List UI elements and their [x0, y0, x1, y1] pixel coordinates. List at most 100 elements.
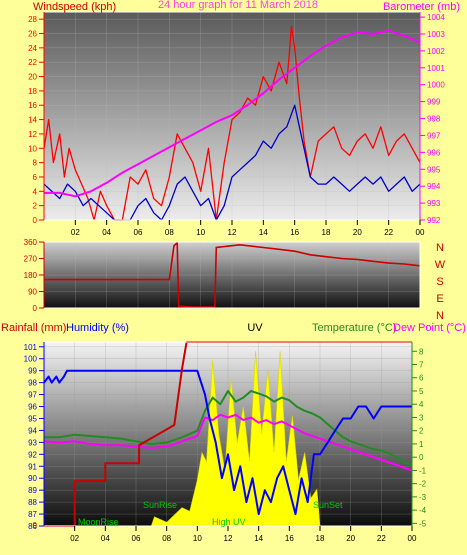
- y2-tick-label: -3: [419, 493, 427, 502]
- y-tick-label: 89: [28, 486, 37, 495]
- y-tick-label: 360: [24, 238, 38, 247]
- y2-tick-label: 993: [427, 199, 441, 208]
- x-tick-label: 02: [70, 534, 79, 543]
- y2-tick-label: 996: [427, 148, 441, 157]
- y-tick-label: 90: [28, 474, 37, 483]
- y-tick-label: 0: [33, 304, 38, 313]
- climate-axes: 8687888990919293949596979899100101-5-4-3…: [24, 342, 427, 543]
- barometer-axis-label: Barometer (mb): [383, 1, 460, 13]
- wind-series: [43, 25, 421, 221]
- y-tick-label: 95: [28, 414, 37, 423]
- compass-label: N: [436, 242, 444, 254]
- x-tick-label: 06: [132, 534, 141, 543]
- y2-tick-label: 1000: [427, 81, 445, 90]
- rain-zero-label: 0: [33, 521, 38, 530]
- y-tick-label: 2: [33, 202, 38, 211]
- x-tick-label: 16: [285, 534, 294, 543]
- y2-tick-label: -5: [419, 519, 427, 528]
- y-tick-label: 96: [28, 403, 37, 412]
- x-tick-label: 20: [353, 228, 362, 237]
- series-line-1: [43, 104, 421, 221]
- y-tick-label: 91: [28, 462, 37, 471]
- sunrise-label: SunRise: [143, 500, 177, 510]
- compass-labels: N W S E N: [435, 242, 446, 322]
- compass-label: S: [436, 276, 443, 288]
- y-tick-label: 18: [28, 87, 37, 96]
- y2-tick-label: 5: [419, 387, 424, 396]
- y-tick-label: 22: [28, 58, 37, 67]
- y2-tick-label: 8: [419, 347, 424, 356]
- x-tick-label: 10: [196, 228, 205, 237]
- chart-title: 24 hour graph for 11 March 2018: [158, 0, 318, 11]
- compass-label: N: [436, 310, 444, 322]
- y-tick-label: 20: [28, 73, 37, 82]
- wind-axes: 0246810121416182022242628992993994995996…: [28, 12, 445, 237]
- y-tick-label: 270: [24, 255, 38, 264]
- compass-label: E: [436, 293, 443, 305]
- compass-label: W: [435, 259, 446, 271]
- series-line-2: [44, 29, 421, 198]
- y-tick-label: 10: [28, 144, 37, 153]
- x-tick-label: 18: [316, 534, 325, 543]
- direction-plot-area: [44, 242, 420, 308]
- y2-tick-label: 1004: [427, 13, 445, 22]
- y2-tick-label: -2: [419, 480, 427, 489]
- x-tick-label: 10: [193, 534, 202, 543]
- uv-axis-label: UV: [247, 322, 263, 334]
- y2-tick-label: 7: [419, 361, 424, 370]
- y-tick-label: 86: [28, 522, 37, 531]
- y-tick-label: 94: [28, 426, 37, 435]
- sunset-label: SunSet: [313, 500, 343, 510]
- y2-tick-label: 999: [427, 98, 441, 107]
- climate-series: [43, 341, 413, 527]
- y2-tick-label: 4: [419, 400, 424, 409]
- moonrise-label: MoonRise: [78, 517, 119, 527]
- x-tick-label: 20: [346, 534, 355, 543]
- x-tick-label: 18: [322, 228, 331, 237]
- y-tick-label: 100: [24, 355, 38, 364]
- y-tick-label: 97: [28, 391, 37, 400]
- windspeed-axis-label: Windspeed (kph): [33, 1, 116, 13]
- wind-gridlines: [44, 12, 421, 221]
- x-tick-label: 02: [71, 228, 80, 237]
- y2-tick-label: 1: [419, 440, 424, 449]
- series-line-3: [44, 390, 413, 467]
- y-tick-label: 0: [33, 216, 38, 225]
- series-line-1: [43, 369, 412, 516]
- direction-line: [44, 241, 421, 308]
- y-tick-label: 87: [28, 510, 37, 519]
- x-tick-label: 08: [162, 534, 171, 543]
- y-tick-label: 180: [24, 271, 38, 280]
- y-tick-label: 93: [28, 438, 37, 447]
- y-tick-label: 28: [28, 15, 37, 24]
- y2-tick-label: -4: [419, 506, 427, 515]
- direction-axes: 0 90 180 270 360: [24, 238, 45, 313]
- uv-area: [44, 351, 412, 527]
- series-line-4: [43, 413, 413, 472]
- y-tick-label: 90: [28, 288, 37, 297]
- y2-tick-label: 1001: [427, 64, 445, 73]
- y2-tick-label: 992: [427, 216, 441, 225]
- x-tick-label: 22: [377, 534, 386, 543]
- y-tick-label: 4: [33, 187, 38, 196]
- y-tick-label: 16: [28, 101, 37, 110]
- y2-tick-label: 3: [419, 413, 424, 422]
- y-tick-label: 24: [28, 44, 37, 53]
- temperature-axis-label: Temperature (°C): [312, 322, 396, 334]
- x-tick-label: 16: [290, 228, 299, 237]
- y-tick-label: 101: [24, 343, 38, 352]
- x-tick-label: 14: [259, 228, 268, 237]
- y2-tick-label: 0: [419, 453, 424, 462]
- y2-tick-label: 998: [427, 115, 441, 124]
- x-tick-label: 04: [101, 534, 110, 543]
- y2-tick-label: 1002: [427, 47, 445, 56]
- y2-tick-label: 995: [427, 165, 441, 174]
- y-tick-label: 88: [28, 498, 37, 507]
- x-tick-label: 14: [254, 534, 263, 543]
- y-tick-label: 26: [28, 30, 37, 39]
- y2-tick-label: 1003: [427, 30, 445, 39]
- x-tick-label: 06: [134, 228, 143, 237]
- dewpoint-axis-label: Dew Point (°C): [393, 322, 466, 334]
- direction-series: [44, 241, 421, 308]
